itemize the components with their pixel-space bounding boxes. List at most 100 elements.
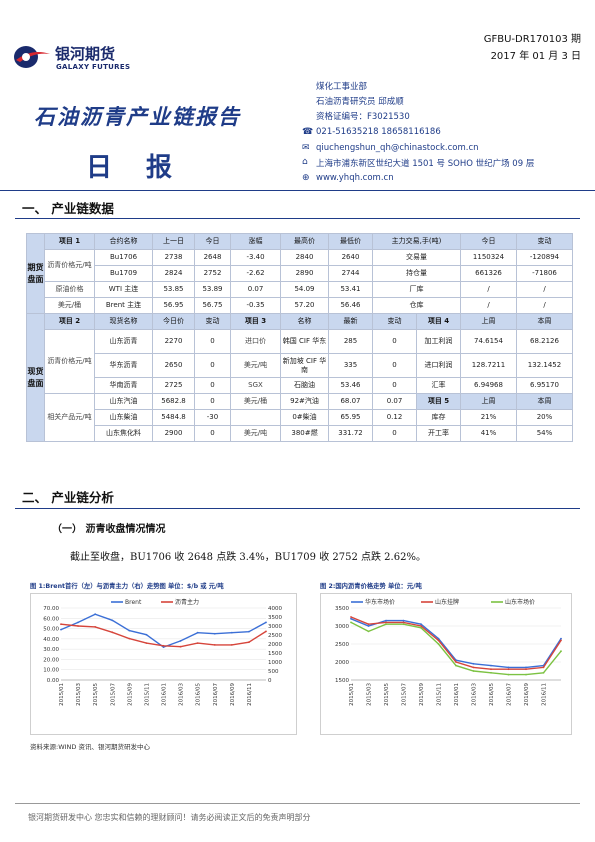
y-right-tick-label: 3000	[268, 624, 282, 630]
data-point	[402, 619, 405, 622]
table-header-cell: 现货名称	[94, 313, 153, 330]
data-point	[128, 629, 131, 632]
table-cell: -3.40	[230, 249, 281, 266]
table-header-cell: 项目 2	[44, 313, 95, 330]
data-point	[455, 664, 457, 667]
y-tick-label: 3000	[335, 624, 349, 630]
chart-1-caption: 图 1:Brent首行（左）与沥青主力（右）走势图 单位：$/b 或 元/吨	[30, 583, 224, 590]
table-row: 相关产品元/吨 山东汽油 5682.8 0 美元/桶 92#汽油 68.07 0…	[27, 393, 573, 442]
x-tick-label: 2015/11	[437, 683, 443, 706]
table-header-cell: 本周	[516, 313, 573, 330]
table-cell: 0	[372, 353, 417, 378]
table-cell: 山东汽油	[94, 393, 153, 410]
x-tick-label: 2015/05	[384, 683, 390, 706]
table-cell: /	[460, 297, 517, 314]
y-tick-label: 30.00	[43, 647, 59, 653]
table-row: Bu1709 2824 2752 -2.62 2890 2744 持仓量 661…	[27, 265, 573, 282]
x-tick-label: 2016/07	[213, 683, 219, 706]
table-row: 美元/桶 Brent 主连 56.95 56.75 -0.35 57.20 56…	[27, 297, 573, 314]
table-cell: 0	[194, 377, 231, 394]
table-cell: 华东沥青	[94, 353, 153, 378]
data-point	[490, 664, 492, 667]
data-point	[402, 621, 405, 624]
data-point	[162, 646, 165, 648]
table-cell: 0	[194, 393, 231, 410]
table-cell: -120894	[516, 249, 573, 266]
data-point	[265, 621, 267, 624]
table-cell: 21%	[460, 409, 517, 426]
data-point	[437, 639, 440, 642]
x-tick-label: 2016/01	[162, 683, 168, 706]
data-point	[560, 637, 562, 640]
table-row: 沥青价格元/吨 山东沥青 2270 0 进口价 韩国 CIF 华东 285 0 …	[27, 329, 573, 394]
table-header-cell: 上周	[460, 393, 517, 410]
table-cell: 5484.8	[152, 409, 195, 426]
data-point	[145, 642, 148, 644]
data-point	[385, 621, 387, 624]
data-point	[179, 640, 182, 642]
table-cell: /	[516, 281, 573, 298]
data-point	[350, 616, 352, 618]
table-header-cell: 名称	[280, 313, 329, 330]
table-header-cell: 上一日	[152, 233, 195, 250]
x-tick-label: 2015/07	[110, 683, 116, 706]
table-cell: 661326	[460, 265, 517, 282]
data-point	[542, 666, 545, 669]
contact-web-row: ⊕ www.yhqh.com.cn	[302, 173, 394, 183]
data-point	[455, 661, 457, 663]
table-header-cell: 变动	[194, 313, 231, 330]
data-point	[525, 666, 527, 669]
table-cell: 仓库	[372, 297, 461, 314]
x-tick-label: 2016/11	[542, 683, 548, 706]
table-cell: 68.07	[328, 393, 373, 410]
table-cell: 2824	[152, 265, 195, 282]
table-row: 华东沥青 2650 0 美元/吨 新加坡 CIF 华南 335 0 进口利润 1…	[27, 353, 573, 378]
table-cell: 华南沥青	[94, 377, 153, 394]
table-row: 原油价格 WTI 主连 53.85 53.89 0.07 54.09 53.41…	[27, 281, 573, 298]
y-right-tick-label: 2500	[268, 633, 282, 639]
table-cell: 53.85	[152, 281, 195, 298]
table-row: 山东柴油 5484.8 -30 0#柴油 65.95 0.12 库存 21% 2…	[27, 409, 573, 426]
table-cell: 54%	[516, 425, 573, 442]
table-header-cell: 变动	[516, 233, 573, 250]
data-point	[179, 645, 182, 648]
page-footer: 银河期货研发中心 您忠实和信赖的理财顾问！请务必阅读正文后的免责声明部分	[28, 813, 311, 822]
y-right-tick-label: 1000	[268, 660, 282, 666]
table-cell: 74.6154	[460, 329, 517, 354]
data-point	[196, 631, 199, 634]
table-cell: 2752	[194, 265, 231, 282]
table-row: 山东焦化料 2900 0 美元/吨 380#燃 331.72 0 开工率 41%…	[27, 425, 573, 442]
table-cell: 20%	[516, 409, 573, 426]
contact-website[interactable]: www.yhqh.com.cn	[316, 173, 394, 183]
contact-license: 资格证编号：F3021530	[316, 112, 410, 122]
table-cell: 交易量	[372, 249, 461, 266]
domestic-asphalt-price-chart: 1500 2000 2500 3000 3500 2015/01 2015/03 2015/0…	[335, 598, 562, 706]
table-cell: 持仓量	[372, 265, 461, 282]
data-point	[350, 617, 352, 620]
table-cell: 380#燃	[280, 425, 329, 442]
series-line-0	[60, 613, 267, 648]
table-cell: 53.89	[194, 281, 231, 298]
data-point	[560, 650, 562, 653]
table-cell: 沥青价格元/吨	[44, 249, 95, 282]
table-cell: 0	[194, 353, 231, 378]
table-cell: 2890	[280, 265, 329, 282]
data-point	[94, 626, 97, 628]
data-point	[128, 637, 131, 640]
table-cell: 2725	[152, 377, 195, 394]
y-right-tick-label: 0	[268, 678, 272, 684]
contact-phone: 021-51635218 18658116186	[316, 127, 441, 137]
table-cell: Bu1709	[94, 265, 153, 282]
data-point	[111, 631, 114, 634]
data-point	[472, 662, 475, 665]
galaxy-logo-icon	[14, 46, 50, 68]
contact-email[interactable]: qiuchengshun_qh@chinastock.com.cn	[316, 143, 479, 153]
data-point	[560, 639, 562, 642]
table-cell: 1150324	[460, 249, 517, 266]
data-point	[367, 630, 370, 633]
x-tick-label: 2015/07	[402, 683, 408, 706]
futures-section-label: 期货盘面	[26, 233, 45, 314]
subsection-heading: （一） 沥青收盘情况情况	[52, 524, 166, 535]
contact-phone-row: ☎ 021-51635218 18658116186	[302, 127, 441, 137]
data-point	[60, 628, 62, 631]
